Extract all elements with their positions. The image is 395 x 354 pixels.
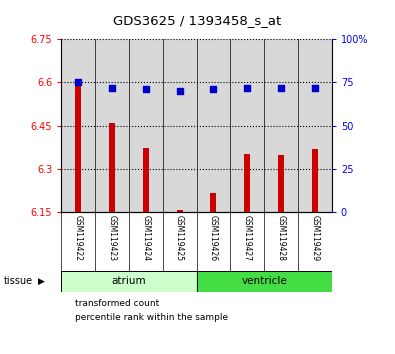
Text: GSM119424: GSM119424 [141,215,150,262]
Bar [298,39,332,212]
Text: percentile rank within the sample: percentile rank within the sample [75,313,228,322]
Text: ▶: ▶ [38,277,44,286]
Bar [230,39,264,212]
Bar [163,39,197,212]
Bar [61,39,95,212]
Bar [211,193,216,212]
Text: atrium: atrium [111,276,146,286]
Text: tissue: tissue [4,276,33,286]
Bar [95,39,129,212]
Point [210,86,216,92]
Bar [244,154,250,212]
Point [75,80,81,85]
Bar [177,210,182,212]
Point [312,85,318,90]
Bar [143,148,149,212]
Text: GSM119422: GSM119422 [73,215,83,261]
Bar [75,82,81,212]
Bar [129,39,163,212]
Point [278,85,284,90]
Text: GSM119429: GSM119429 [310,215,320,262]
Text: GSM119423: GSM119423 [107,215,117,262]
Bar [197,271,332,292]
Point [244,85,250,90]
Text: GSM119426: GSM119426 [209,215,218,262]
Text: GSM119425: GSM119425 [175,215,184,262]
Text: GSM119428: GSM119428 [276,215,286,261]
Text: GDS3625 / 1393458_s_at: GDS3625 / 1393458_s_at [113,14,282,27]
Bar [264,39,298,212]
Bar [109,123,115,212]
Text: GSM119427: GSM119427 [243,215,252,262]
Bar [197,39,230,212]
Bar [61,271,197,292]
Point [177,88,183,94]
Bar [278,155,284,212]
Point [143,86,149,92]
Bar [312,149,318,212]
Point [109,85,115,90]
Text: ventricle: ventricle [241,276,287,286]
Text: transformed count: transformed count [75,299,159,308]
